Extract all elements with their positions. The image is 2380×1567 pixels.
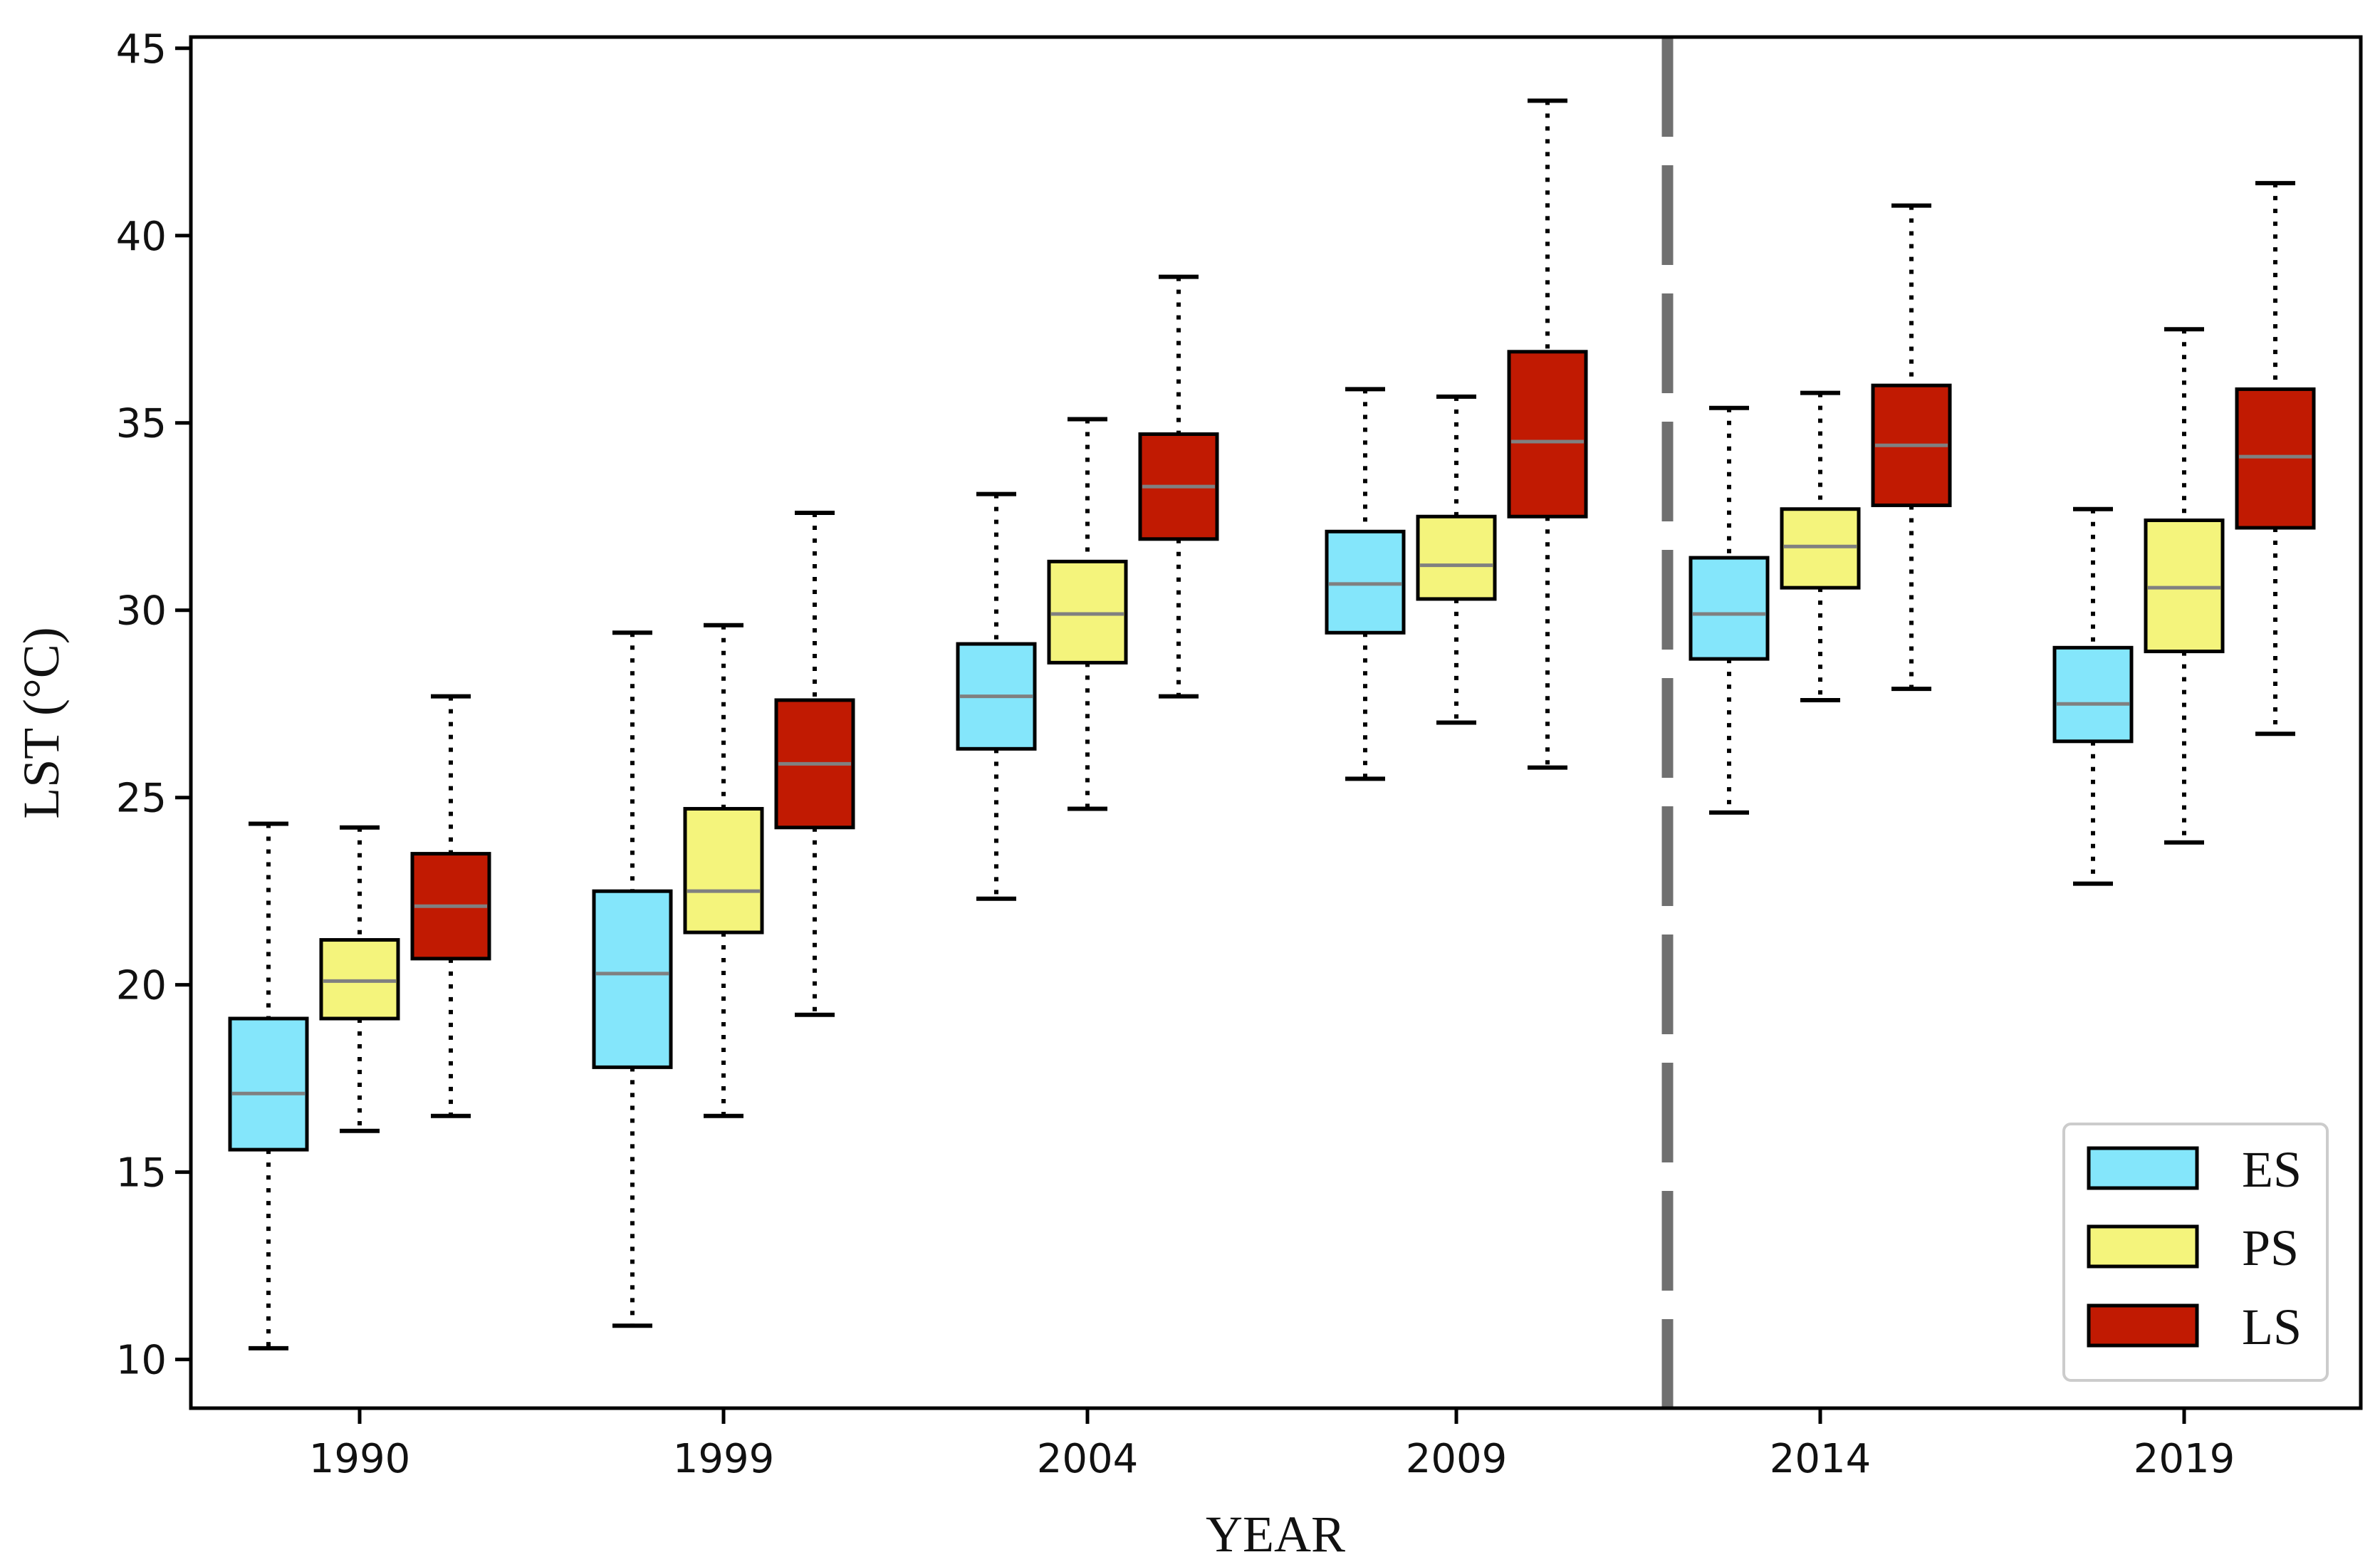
box-iqr — [1416, 514, 1497, 601]
box-ls-2004 — [1138, 274, 1219, 699]
y-tick-label: 10 — [116, 1338, 167, 1384]
box-ps-2014 — [1780, 390, 1861, 702]
box-es-1990 — [228, 821, 309, 1350]
box-ps-1990 — [319, 825, 400, 1133]
legend-label-ps: PS — [2242, 1219, 2299, 1276]
y-tick-label: 25 — [116, 776, 167, 822]
box-iqr — [2144, 518, 2225, 654]
legend-swatch-ls — [2087, 1303, 2199, 1348]
x-tick-label: 2004 — [1037, 1436, 1139, 1482]
box-iqr — [2052, 645, 2134, 744]
legend-swatch-ps — [2087, 1224, 2199, 1269]
box-ps-1999 — [683, 623, 764, 1118]
boxplot-series — [228, 98, 2316, 1350]
x-axis: 1990 1999 2004 2009 2014 2019 — [309, 1408, 2235, 1482]
y-axis-title: LST (°C) — [13, 627, 70, 818]
legend-label-ls: LS — [2242, 1298, 2302, 1355]
box-iqr — [319, 938, 400, 1021]
box-iqr — [1689, 556, 1770, 661]
x-tick-label: 2014 — [1770, 1436, 1872, 1482]
box-iqr — [1780, 507, 1861, 590]
x-tick-label: 2009 — [1406, 1436, 1508, 1482]
box-ls-2009 — [1507, 98, 1588, 770]
y-tick-label: 15 — [116, 1150, 167, 1197]
box-iqr — [2235, 387, 2316, 530]
box-iqr — [592, 889, 673, 1069]
box-ps-2019 — [2144, 327, 2225, 845]
box-ls-1990 — [410, 694, 491, 1118]
legend-swatch-es — [2087, 1146, 2199, 1190]
box-es-1999 — [592, 630, 673, 1328]
box-es-2009 — [1325, 387, 1406, 781]
box-iqr — [683, 806, 764, 935]
box-ps-2004 — [1047, 417, 1128, 811]
y-tick-label: 45 — [116, 26, 167, 73]
box-ps-2009 — [1416, 394, 1497, 725]
legend-label-es: ES — [2242, 1141, 2302, 1198]
box-ls-2014 — [1871, 203, 1952, 692]
box-es-2019 — [2052, 506, 2134, 886]
x-tick-label: 1999 — [673, 1436, 775, 1482]
box-iqr — [1325, 529, 1406, 635]
x-tick-label: 1990 — [309, 1436, 411, 1482]
box-ls-1999 — [774, 510, 855, 1017]
x-tick-label: 2019 — [2134, 1436, 2235, 1482]
y-tick-label: 30 — [116, 588, 167, 635]
y-tick-label: 40 — [116, 214, 167, 260]
legend: ES PS LS — [2062, 1123, 2329, 1382]
y-tick-label: 20 — [116, 963, 167, 1009]
x-axis-title: YEAR — [1206, 1506, 1345, 1563]
box-iqr — [1507, 350, 1588, 519]
box-iqr — [1047, 559, 1128, 665]
box-es-2014 — [1689, 405, 1770, 815]
y-axis: 10 15 20 25 30 35 40 45 — [116, 26, 191, 1384]
box-ls-2019 — [2235, 181, 2316, 736]
box-iqr — [228, 1016, 309, 1152]
box-es-2004 — [956, 491, 1037, 901]
plot-frame — [189, 35, 2363, 1410]
y-tick-label: 35 — [116, 401, 167, 447]
